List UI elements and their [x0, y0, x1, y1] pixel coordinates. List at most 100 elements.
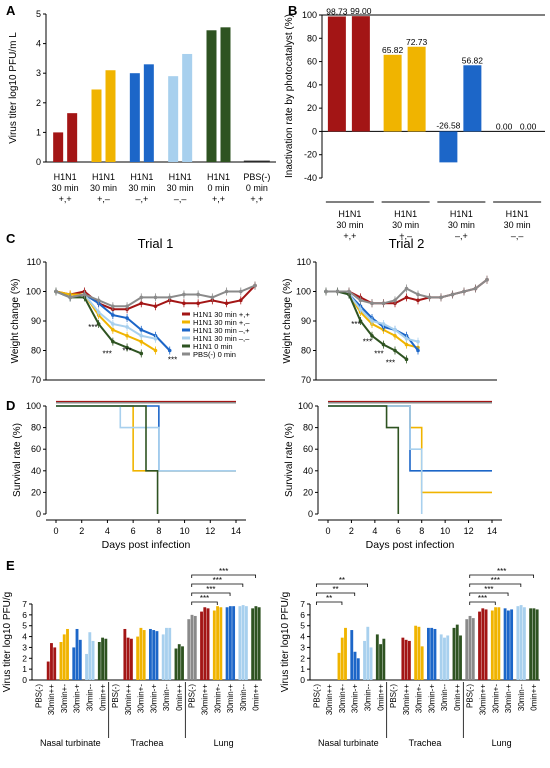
panel-e-tissue-label: Trachea	[131, 738, 164, 748]
panel-a-category-line2: 30 min	[128, 183, 155, 193]
panel-e-bar	[401, 637, 405, 680]
panel-b-category-line3: –,–	[511, 231, 524, 241]
panel-e-bar	[340, 637, 344, 680]
panel-a-category-line3: +,–	[97, 194, 110, 204]
panel-e-bar	[356, 658, 360, 680]
panel-c-point	[139, 301, 144, 306]
panel-c-point	[393, 333, 397, 338]
panel-c-point	[125, 345, 129, 350]
panel-c-point	[324, 289, 328, 294]
panel-d-x-tick-label: 12	[464, 526, 474, 536]
panel-e-tissue-label: Lung	[492, 738, 512, 748]
panel-d-x-tick-label: 4	[372, 526, 377, 536]
panel-e-significance-bracket	[315, 601, 343, 605]
panel-e-group-label: PBS(-)	[312, 684, 321, 708]
panel-e-bar	[404, 639, 408, 680]
panel-c-point	[485, 277, 489, 282]
panel-c-point	[125, 304, 129, 309]
panel-e-group-label: 30min-+	[73, 684, 82, 713]
panel-c-point	[139, 295, 144, 300]
panel-e-bar	[522, 607, 526, 680]
panel-c-title: Trial 2	[389, 236, 425, 251]
panel-d-survival-line	[328, 405, 400, 514]
panel-a-bar	[91, 89, 102, 162]
panel-e-bar	[219, 607, 223, 680]
panel-a-category-line2: 30 min	[90, 183, 117, 193]
panel-e-bar	[168, 627, 172, 680]
panel-e-bar	[366, 626, 370, 680]
panel-e-bar	[516, 606, 520, 680]
panel-e-bar	[414, 625, 418, 680]
panel-e-group-label: 30min++	[124, 684, 133, 715]
panel-e-bar	[216, 606, 220, 680]
panel-c-series-line	[55, 290, 157, 352]
panel-c-point	[427, 295, 432, 300]
panel-e-significance-label: **	[332, 585, 338, 594]
panel-c-point	[238, 289, 243, 294]
panel-a-bar	[105, 70, 116, 162]
panel-e-bar	[104, 638, 108, 680]
panel-b-bar	[463, 65, 482, 132]
panel-e-bar	[101, 637, 105, 680]
panel-c-point	[82, 292, 87, 297]
panel-e-tissue-label: Trachea	[409, 738, 442, 748]
panel-e-significance-label: ***	[491, 576, 500, 585]
panel-e-bar	[417, 626, 421, 680]
panel-e-bar	[174, 648, 178, 680]
panel-e-group-label: 30min--	[517, 684, 526, 711]
panel-b-y-tick-label: 0	[312, 126, 317, 136]
panel-e-bar	[254, 606, 258, 680]
panel-c-significance: ***	[168, 355, 177, 364]
panel-e-significance-bracket	[469, 592, 509, 596]
panel-a-y-tick-label: 3	[36, 68, 41, 78]
panel-c-point	[238, 298, 243, 303]
panel-d-x-tick-label: 2	[79, 526, 84, 536]
panel-e-significance-label: **	[339, 576, 345, 585]
panel-e-bar	[59, 642, 63, 680]
panel-e-bar	[91, 640, 95, 680]
panel-d-x-label: Days post infection	[366, 539, 455, 551]
panel-a-y-tick-label: 5	[36, 9, 41, 19]
panel-e-y-tick-label: 5	[300, 621, 305, 631]
panel-c-point	[111, 322, 115, 326]
panel-b-category-line1: H1N1	[394, 209, 417, 219]
panel-e-bar	[439, 634, 443, 680]
panel-c-point	[153, 304, 158, 309]
panel-e-bar	[497, 607, 501, 680]
panel-e-bar	[375, 634, 379, 680]
panel-e-bar	[126, 637, 130, 680]
panel-c-y-tick-label: 90	[301, 316, 311, 326]
panel-e-bar	[503, 608, 507, 680]
panel-e-bar	[165, 627, 168, 680]
panel-d-x-tick-label: 4	[105, 526, 110, 536]
panel-e-group-label: 30min--	[86, 684, 95, 711]
panel-c-point	[111, 304, 115, 309]
panel-b-value-label: 65.82	[382, 45, 404, 55]
panel-c-legend-entry: H1N1 0 min	[193, 342, 233, 351]
panel-d-y-tick-label: 0	[36, 509, 41, 519]
panel-a-category-line2: 30 min	[167, 183, 194, 193]
panel-e-bar	[190, 614, 194, 680]
panel-e-bar	[129, 638, 133, 680]
panel-e-bar	[363, 640, 366, 680]
panel-a-category-line3: +,+	[250, 194, 263, 204]
panel-e-y-tick-label: 5	[22, 621, 27, 631]
panel-c-point	[404, 295, 409, 300]
panel-e-bar	[481, 608, 485, 680]
panel-d-x-tick-label: 8	[419, 526, 424, 536]
panel-c-point	[416, 292, 420, 297]
panel-d-y-tick-label: 0	[308, 509, 313, 519]
panel-d-x-tick-label: 0	[53, 526, 58, 536]
panel-c-point	[393, 328, 397, 332]
panel-e-bar	[225, 607, 229, 680]
panel-c-y-tick-label: 70	[301, 375, 311, 385]
panel-c-point	[358, 307, 363, 312]
panel-a-category-line1: H1N1	[54, 172, 77, 182]
panel-d-x-tick-label: 0	[325, 526, 330, 536]
panel-letter-d: D	[6, 398, 15, 413]
panel-a-category-line2: 30 min	[52, 183, 79, 193]
panel-e-y-tick-label: 7	[22, 599, 27, 609]
panel-e-group-label: 0min++	[530, 684, 539, 711]
panel-e-y-tick-label: 6	[22, 610, 27, 620]
panel-e-group-label: 30min+-	[338, 684, 347, 713]
